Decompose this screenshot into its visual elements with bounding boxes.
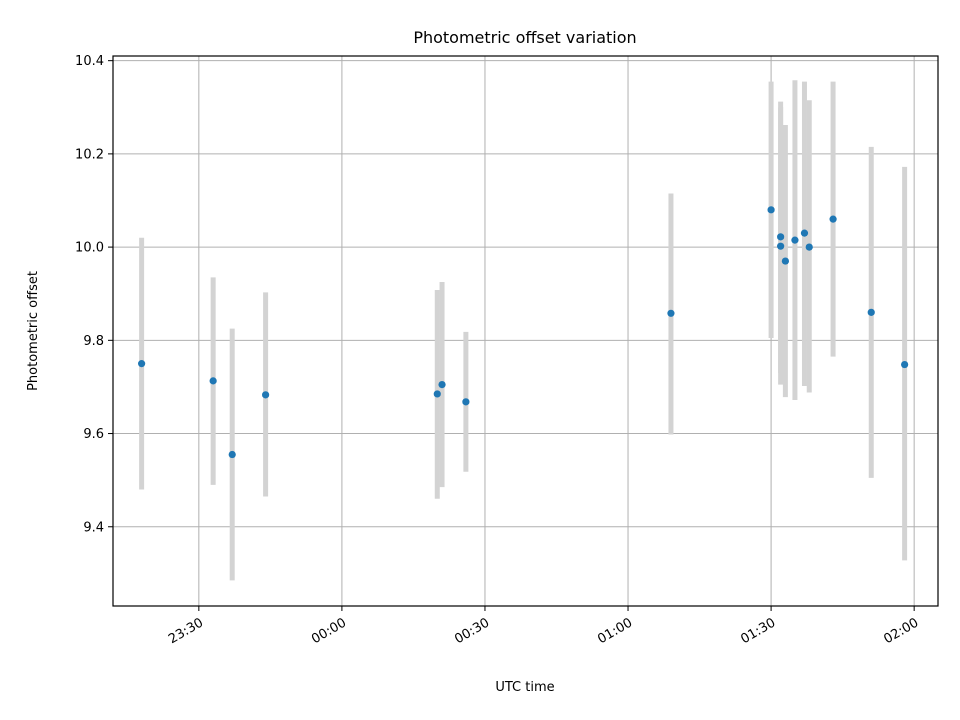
data-point xyxy=(829,215,837,223)
x-tick-label: 00:30 xyxy=(452,615,492,647)
y-tick-label: 9.8 xyxy=(83,334,104,349)
data-point xyxy=(867,308,875,316)
error-bars xyxy=(139,80,908,581)
data-point xyxy=(901,360,909,369)
data-point xyxy=(667,309,675,317)
data-point xyxy=(805,243,813,251)
y-axis-label: Photometric offset xyxy=(26,271,41,391)
x-tick-label: 02:00 xyxy=(881,615,921,647)
chart-title: Photometric offset variation xyxy=(413,28,636,47)
x-tick-label: 23:30 xyxy=(166,615,206,647)
x-tick-label: 00:00 xyxy=(309,615,349,647)
x-tick-label: 01:00 xyxy=(595,615,635,647)
y-tick-label: 10.0 xyxy=(75,241,104,256)
data-point xyxy=(209,377,217,385)
y-tick-label: 10.4 xyxy=(75,54,104,69)
data-point xyxy=(138,360,146,368)
x-tick-label: 01:30 xyxy=(738,615,778,647)
data-point xyxy=(781,257,789,265)
data-point xyxy=(767,206,775,214)
data-point xyxy=(438,381,446,389)
y-tick-label: 9.4 xyxy=(83,520,104,535)
x-axis-label: UTC time xyxy=(495,680,554,695)
y-tick-label: 9.6 xyxy=(83,427,104,442)
data-points xyxy=(138,206,909,459)
x-axis-ticks: 23:30 00:00 00:30 01:00 01:30 02:00 xyxy=(166,606,921,647)
data-point xyxy=(462,398,470,406)
grid xyxy=(113,56,938,606)
data-point xyxy=(777,233,785,241)
data-point xyxy=(800,229,809,237)
y-axis-ticks: 9.4 9.6 9.8 10.0 10.2 10.4 xyxy=(75,54,113,535)
data-point xyxy=(433,390,441,398)
data-point xyxy=(228,450,236,459)
y-tick-label: 10.2 xyxy=(75,147,104,162)
data-point xyxy=(777,242,785,250)
data-point xyxy=(262,391,270,399)
data-point xyxy=(791,236,799,244)
plot-frame xyxy=(112,55,939,607)
